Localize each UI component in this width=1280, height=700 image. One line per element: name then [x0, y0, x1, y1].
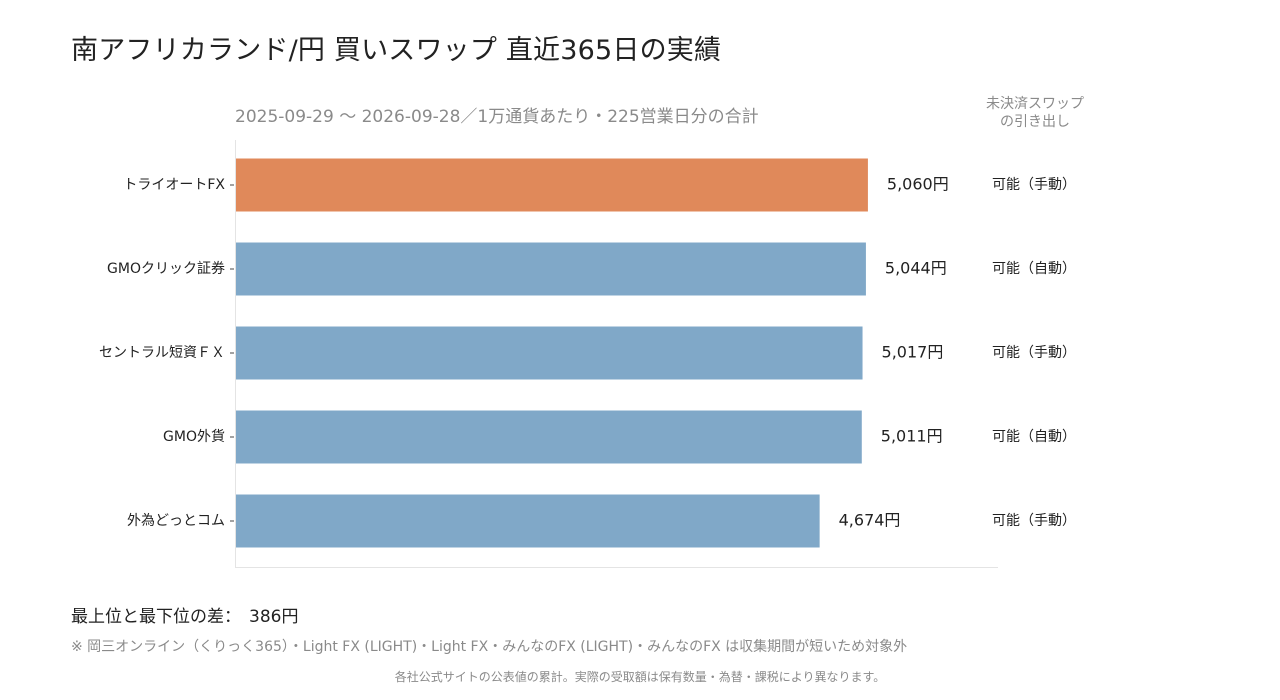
bar — [236, 242, 866, 296]
value-label: 5,060円 — [887, 175, 949, 194]
bar — [236, 494, 820, 548]
y-tick-label: セントラル短資ＦＸ — [99, 345, 225, 361]
bar — [236, 326, 863, 380]
source-footnote: 各社公式サイトの公表値の累計。実際の受取額は保有数量・為替・課税により異なります… — [394, 670, 886, 684]
withdrawal-header-line-1: 未決済スワップ — [986, 96, 1084, 112]
difference-value: 386円 — [249, 607, 299, 627]
withdrawal-status: 可能（手動） — [992, 177, 1076, 193]
withdrawal-status: 可能（手動） — [992, 345, 1076, 361]
y-tick-label: 外為どっとコム — [127, 513, 225, 529]
bar — [236, 158, 868, 212]
withdrawal-status: 可能（自動） — [992, 429, 1076, 445]
chart-subtitle: 2025-09-29 〜 2026-09-28／1万通貨あたり・225営業日分の… — [235, 107, 759, 127]
value-label: 5,011円 — [881, 427, 943, 446]
difference-label: 最上位と最下位の差： — [71, 607, 241, 627]
withdrawal-column-header: 未決済スワップ の引き出し — [975, 95, 1095, 131]
difference-summary: 最上位と最下位の差： 386円 — [71, 602, 298, 627]
value-label: 4,674円 — [839, 511, 901, 530]
chart-title: 南アフリカランド/円 買いスワップ 直近365日の実績 — [71, 35, 722, 66]
bar — [236, 410, 862, 464]
y-tick-label: トライオートFX — [123, 177, 225, 193]
withdrawal-status: 可能（手動） — [992, 513, 1076, 529]
withdrawal-status: 可能（自動） — [992, 261, 1076, 277]
value-label: 5,044円 — [885, 259, 947, 278]
value-label: 5,017円 — [882, 343, 944, 362]
y-tick-label: GMO外貨 — [163, 428, 225, 445]
withdrawal-header-line-2: の引き出し — [1000, 114, 1070, 130]
exclusion-note: ※ 岡三オンライン（くりっく365）・Light FX (LIGHT)・Ligh… — [71, 639, 908, 655]
y-tick-label: GMOクリック証券 — [107, 261, 225, 277]
